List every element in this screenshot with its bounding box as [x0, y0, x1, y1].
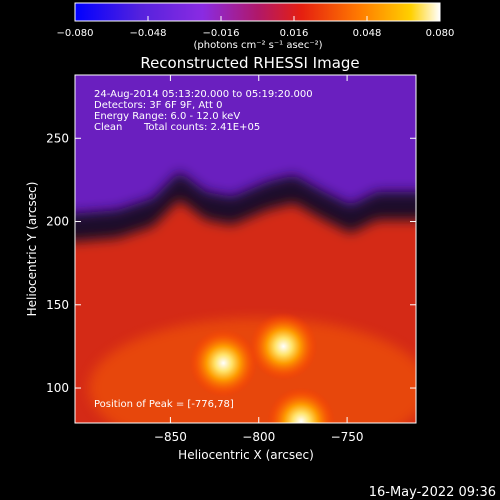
x-tick-label: −750 — [331, 430, 364, 444]
colorbar-ticks: −0.080 −0.048 −0.016 0.016 0.048 0.080 — [56, 16, 454, 39]
annotation-time: 24-Aug-2014 05:13:20.000 to 05:19:20.000 — [94, 89, 313, 100]
annotation-counts: Total counts: 2.41E+05 — [143, 122, 260, 133]
plot-area — [75, 75, 416, 423]
annotation-energy: Energy Range: 6.0 - 12.0 keV — [94, 111, 240, 122]
annotation-peak: Position of Peak = [-776,78] — [94, 399, 234, 410]
x-axis: −850 −800 −750 — [154, 75, 364, 444]
colorbar-tick-label: −0.080 — [56, 28, 93, 39]
y-tick-label: 250 — [46, 131, 69, 145]
colorbar-tick-label: −0.048 — [129, 28, 166, 39]
flare-source — [267, 387, 336, 423]
colorbar-label: (photons cm⁻² s⁻¹ asec⁻²) — [193, 40, 322, 51]
y-axis: 100 150 200 250 — [46, 131, 416, 395]
flare-source — [249, 312, 318, 381]
colorbar-gradient — [74, 2, 441, 22]
annotation-detectors: Detectors: 3F 6F 9F, Att 0 — [94, 100, 222, 111]
colorbar-tick-label: −0.016 — [202, 28, 239, 39]
y-axis-label: Heliocentric Y (arcsec) — [25, 182, 39, 317]
flare-source — [189, 329, 258, 398]
x-tick-label: −800 — [242, 430, 275, 444]
x-tick-label: −850 — [154, 430, 187, 444]
chart-title: Reconstructed RHESSI Image — [140, 54, 359, 72]
colorbar-tick-label: 0.016 — [280, 28, 309, 39]
y-tick-label: 200 — [46, 215, 69, 229]
plot-frame — [74, 74, 417, 424]
colorbar-tick-label: 0.048 — [353, 28, 382, 39]
colorbar-tick-label: 0.080 — [426, 28, 455, 39]
y-tick-label: 150 — [46, 298, 69, 312]
footer-timestamp: 16-May-2022 09:36 — [369, 485, 496, 500]
sources-layer — [88, 312, 416, 423]
annotation-method: Clean — [94, 122, 122, 133]
colorbar: −0.080 −0.048 −0.016 0.016 0.048 0.080 (photo… — [56, 2, 454, 51]
x-axis-label: Heliocentric X (arcsec) — [178, 448, 314, 462]
y-tick-label: 100 — [46, 381, 69, 395]
